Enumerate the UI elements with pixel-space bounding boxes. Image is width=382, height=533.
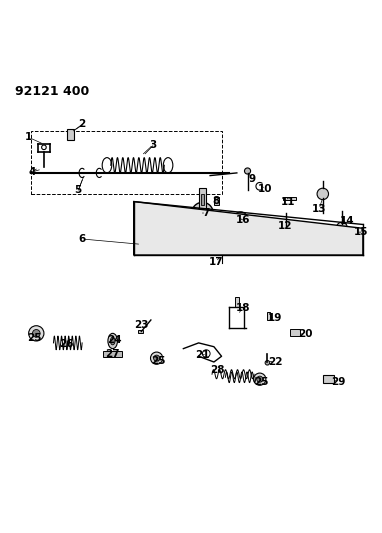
Bar — [67, 129, 74, 140]
Text: 10: 10 — [258, 184, 273, 195]
Text: 23: 23 — [134, 320, 149, 330]
Text: 5: 5 — [75, 185, 82, 195]
Polygon shape — [134, 201, 363, 255]
Text: 25: 25 — [27, 333, 42, 343]
Bar — [354, 232, 361, 237]
Circle shape — [234, 212, 248, 225]
Circle shape — [317, 188, 329, 200]
Text: 4: 4 — [29, 167, 36, 177]
Circle shape — [154, 355, 160, 361]
Bar — [103, 351, 122, 358]
Bar — [31, 131, 222, 194]
Text: 22: 22 — [268, 357, 282, 367]
Text: 29: 29 — [331, 377, 345, 387]
Circle shape — [29, 326, 44, 341]
Circle shape — [238, 216, 244, 222]
Text: 3: 3 — [149, 140, 156, 150]
Text: 11: 11 — [281, 197, 296, 207]
Bar — [201, 194, 204, 205]
Bar — [323, 375, 334, 383]
Circle shape — [257, 376, 263, 382]
Text: 15: 15 — [354, 227, 368, 237]
Circle shape — [136, 243, 147, 254]
Bar — [138, 330, 143, 333]
Circle shape — [197, 207, 208, 219]
Text: 18: 18 — [235, 303, 250, 313]
Ellipse shape — [110, 337, 115, 345]
Text: 14: 14 — [340, 216, 355, 225]
Circle shape — [156, 241, 165, 250]
Text: 17: 17 — [209, 257, 223, 267]
Text: 92121 400: 92121 400 — [15, 85, 89, 98]
Text: 28: 28 — [210, 365, 225, 375]
Text: 6: 6 — [79, 234, 86, 244]
Text: 19: 19 — [268, 313, 282, 324]
Ellipse shape — [108, 333, 118, 349]
Circle shape — [192, 203, 213, 224]
Bar — [283, 197, 296, 200]
Bar — [235, 297, 239, 306]
Text: 21: 21 — [195, 350, 210, 360]
Text: 27: 27 — [105, 349, 120, 359]
Circle shape — [265, 360, 270, 365]
Bar — [290, 329, 300, 336]
Circle shape — [244, 168, 251, 174]
Circle shape — [337, 222, 347, 233]
Text: 9: 9 — [249, 174, 256, 184]
Text: 16: 16 — [235, 215, 250, 225]
Text: 7: 7 — [202, 208, 210, 218]
Text: 12: 12 — [277, 221, 292, 231]
Text: 26: 26 — [60, 338, 74, 349]
Bar — [214, 197, 219, 205]
Text: 25: 25 — [254, 377, 269, 387]
Text: 8: 8 — [212, 196, 219, 206]
Circle shape — [254, 373, 266, 385]
Circle shape — [32, 329, 40, 337]
Bar — [199, 188, 206, 213]
Text: 2: 2 — [79, 119, 86, 130]
Text: 13: 13 — [312, 204, 326, 214]
Circle shape — [232, 241, 241, 250]
Text: 24: 24 — [107, 335, 122, 345]
Text: 20: 20 — [298, 329, 313, 340]
Text: 1: 1 — [25, 132, 32, 142]
Bar — [267, 312, 270, 320]
Circle shape — [151, 352, 163, 364]
Bar — [284, 225, 289, 230]
Text: 25: 25 — [151, 356, 166, 366]
Circle shape — [332, 241, 341, 250]
